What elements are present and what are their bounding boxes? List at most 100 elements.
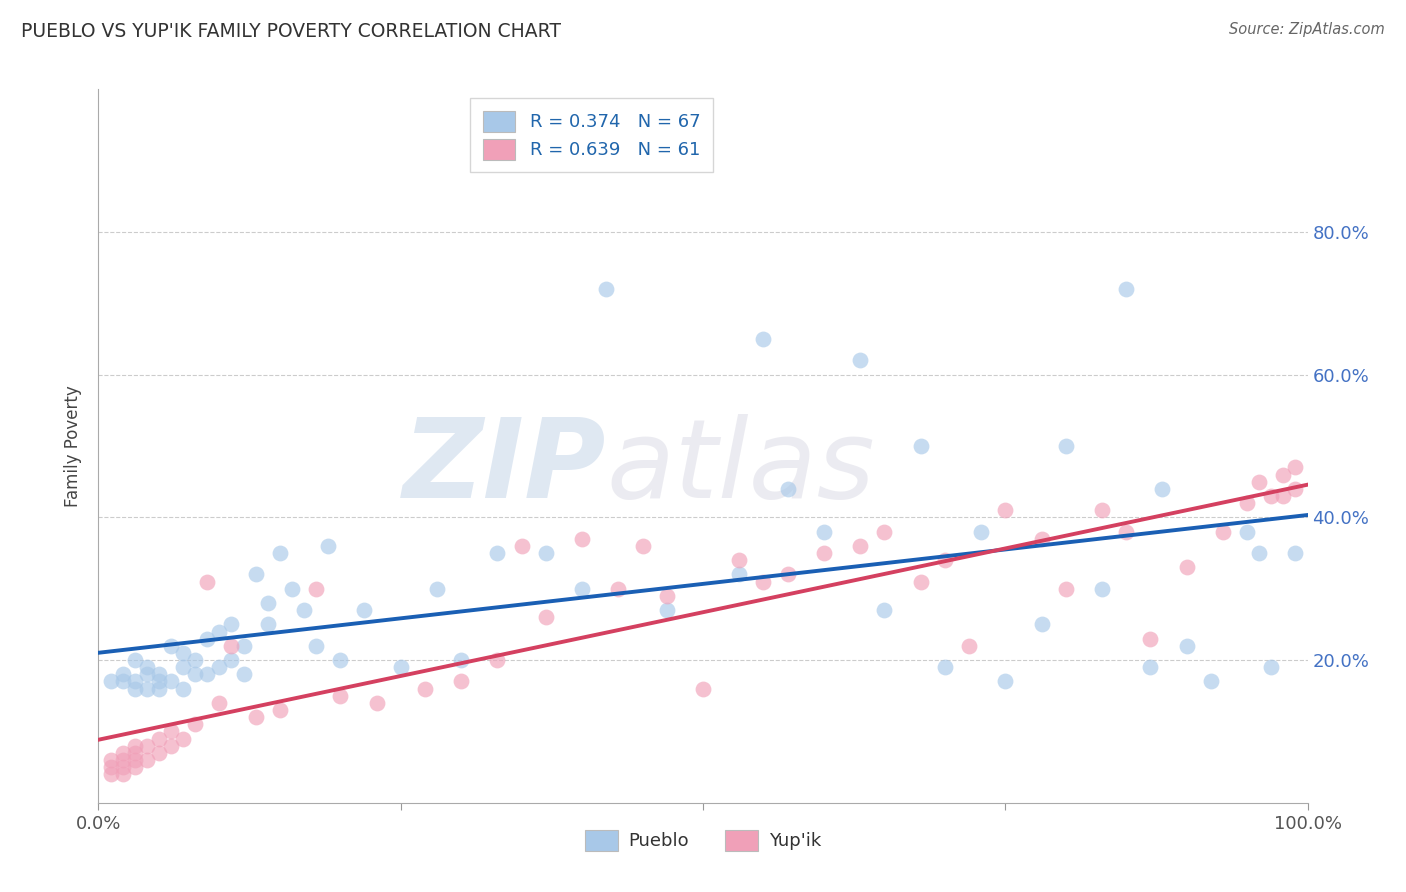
- Point: [486, 653, 509, 667]
- Point: [195, 632, 218, 646]
- Point: [1152, 482, 1174, 496]
- Point: [1249, 546, 1271, 560]
- Point: [124, 681, 146, 696]
- Point: [148, 731, 170, 746]
- Point: [873, 524, 896, 539]
- Point: [135, 739, 157, 753]
- Point: [1260, 489, 1282, 503]
- Point: [655, 603, 678, 617]
- Point: [934, 660, 956, 674]
- Point: [208, 696, 231, 710]
- Point: [124, 753, 146, 767]
- Point: [184, 717, 207, 731]
- Point: [1175, 560, 1198, 574]
- Point: [111, 767, 134, 781]
- Point: [595, 282, 617, 296]
- Point: [195, 574, 218, 589]
- Point: [111, 760, 134, 774]
- Point: [208, 660, 231, 674]
- Point: [607, 582, 630, 596]
- Point: [1115, 282, 1137, 296]
- Point: [994, 674, 1017, 689]
- Point: [1115, 524, 1137, 539]
- Point: [148, 681, 170, 696]
- Point: [160, 674, 183, 689]
- Point: [208, 624, 231, 639]
- Point: [1091, 503, 1114, 517]
- Point: [100, 753, 122, 767]
- Point: [1175, 639, 1198, 653]
- Point: [413, 681, 436, 696]
- Point: [353, 603, 375, 617]
- Point: [366, 696, 388, 710]
- Point: [1031, 617, 1053, 632]
- Point: [1236, 524, 1258, 539]
- Point: [100, 767, 122, 781]
- Point: [148, 674, 170, 689]
- Point: [655, 589, 678, 603]
- Point: [910, 439, 932, 453]
- Point: [100, 674, 122, 689]
- Point: [910, 574, 932, 589]
- Point: [970, 524, 993, 539]
- Point: [221, 617, 243, 632]
- Point: [316, 539, 339, 553]
- Point: [305, 582, 328, 596]
- Point: [389, 660, 412, 674]
- Point: [776, 482, 799, 496]
- Point: [849, 353, 872, 368]
- Point: [135, 667, 157, 681]
- Point: [450, 674, 472, 689]
- Point: [256, 617, 278, 632]
- Point: [124, 653, 146, 667]
- Point: [1054, 439, 1077, 453]
- Point: [124, 760, 146, 774]
- Point: [100, 760, 122, 774]
- Point: [160, 639, 183, 653]
- Point: [1284, 546, 1306, 560]
- Point: [994, 503, 1017, 517]
- Point: [184, 653, 207, 667]
- Text: Source: ZipAtlas.com: Source: ZipAtlas.com: [1229, 22, 1385, 37]
- Point: [450, 653, 472, 667]
- Point: [752, 574, 775, 589]
- Point: [124, 674, 146, 689]
- Point: [813, 524, 835, 539]
- Point: [776, 567, 799, 582]
- Point: [281, 582, 304, 596]
- Point: [111, 674, 134, 689]
- Point: [292, 603, 315, 617]
- Point: [221, 653, 243, 667]
- Point: [510, 539, 533, 553]
- Point: [1031, 532, 1053, 546]
- Point: [426, 582, 449, 596]
- Point: [172, 646, 194, 660]
- Point: [873, 603, 896, 617]
- Point: [184, 667, 207, 681]
- Point: [631, 539, 654, 553]
- Point: [232, 667, 254, 681]
- Point: [135, 681, 157, 696]
- Point: [172, 731, 194, 746]
- Point: [486, 546, 509, 560]
- Text: atlas: atlas: [606, 414, 875, 521]
- Point: [728, 567, 751, 582]
- Point: [111, 746, 134, 760]
- Point: [1260, 660, 1282, 674]
- Point: [111, 667, 134, 681]
- Point: [1139, 632, 1161, 646]
- Point: [160, 724, 183, 739]
- Point: [124, 746, 146, 760]
- Point: [692, 681, 714, 696]
- Point: [1284, 460, 1306, 475]
- Text: ZIP: ZIP: [402, 414, 606, 521]
- Point: [534, 546, 557, 560]
- Point: [1284, 482, 1306, 496]
- Point: [934, 553, 956, 567]
- Point: [245, 567, 267, 582]
- Point: [124, 739, 146, 753]
- Point: [232, 639, 254, 653]
- Point: [160, 739, 183, 753]
- Point: [1091, 582, 1114, 596]
- Point: [1139, 660, 1161, 674]
